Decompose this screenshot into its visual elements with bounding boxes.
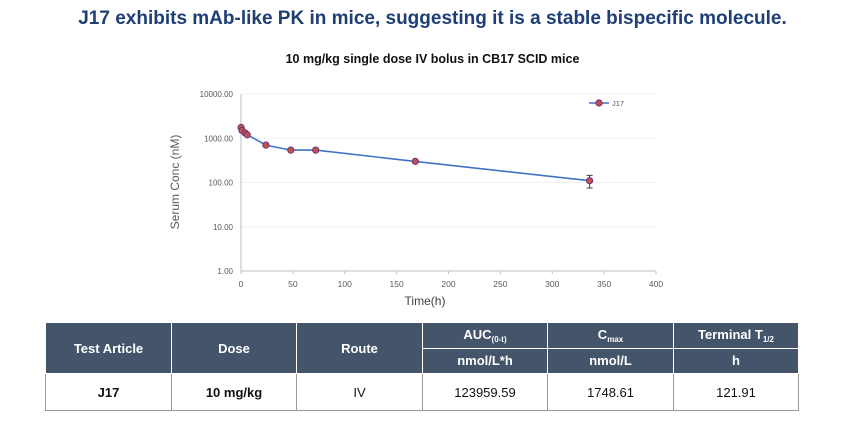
x-tick-label: 150 bbox=[390, 279, 404, 289]
cell-cmax: 1748.61 bbox=[547, 373, 674, 411]
header-auc-text: AUC bbox=[463, 326, 492, 342]
y-tick-labels: 1.00 10.00 100.00 1000.00 10000.00 bbox=[200, 90, 234, 276]
y-axis-label: Serum Conc (nM) bbox=[168, 135, 182, 230]
data-point bbox=[287, 146, 295, 154]
y-gridlines bbox=[241, 93, 656, 228]
legend-label: J17 bbox=[612, 99, 624, 108]
x-tick-label: 200 bbox=[441, 279, 455, 289]
series-line-J17 bbox=[240, 127, 590, 182]
y-tick-label: 10000.00 bbox=[200, 90, 234, 99]
legend-marker bbox=[595, 99, 603, 107]
y-tick-label: 10.00 bbox=[213, 223, 234, 232]
y-tick-label: 100.00 bbox=[209, 179, 234, 188]
header-thalf-subscript: 1/2 bbox=[762, 334, 774, 344]
chart-title: 10 mg/kg single dose IV bolus in CB17 SC… bbox=[285, 52, 580, 66]
data-point bbox=[243, 131, 251, 139]
header-auc: AUC(0-t) bbox=[422, 322, 548, 349]
data-point bbox=[262, 141, 270, 149]
header-cmax-subscript: max bbox=[607, 334, 624, 344]
cell-route: IV bbox=[296, 373, 423, 411]
pk-chart: 1.00 10.00 100.00 1000.00 10000.00 0 50 100 150… bbox=[168, 90, 663, 308]
x-axis-label: Time(h) bbox=[405, 294, 446, 308]
x-tick-label: 350 bbox=[597, 279, 611, 289]
x-tick-labels: 0 50 100 150 200 250 300 350 400 bbox=[239, 271, 663, 289]
header-auc-subscript: (0-t) bbox=[491, 334, 507, 344]
header-route: Route bbox=[296, 322, 423, 374]
unit-auc: nmol/L*h bbox=[422, 347, 548, 374]
data-point bbox=[411, 157, 419, 165]
cell-test-article: J17 bbox=[45, 373, 172, 411]
x-tick-label: 50 bbox=[288, 279, 298, 289]
data-point bbox=[312, 146, 320, 154]
table-row: J17 10 mg/kg IV 123959.59 1748.61 121.91 bbox=[45, 373, 799, 411]
cell-thalf: 121.91 bbox=[673, 373, 799, 411]
header-test-article: Test Article bbox=[45, 322, 172, 374]
series-layer bbox=[237, 123, 594, 189]
header-cmax-text: C bbox=[597, 326, 608, 342]
x-tick-label: 300 bbox=[545, 279, 559, 289]
cell-auc: 123959.59 bbox=[422, 373, 548, 411]
header-dose: Dose bbox=[171, 322, 297, 374]
data-point bbox=[585, 177, 594, 185]
header-thalf-text: Terminal T bbox=[698, 326, 763, 342]
y-tick-label: 1.00 bbox=[217, 267, 233, 276]
y-tick-label: 1000.00 bbox=[204, 134, 233, 143]
pk-parameters-table: Test Article Dose Route AUC(0-t) Cmax Te… bbox=[45, 322, 799, 411]
legend: J17 bbox=[589, 99, 624, 108]
x-tick-label: 0 bbox=[239, 279, 244, 289]
x-tick-label: 400 bbox=[649, 279, 663, 289]
header-cmax: Cmax bbox=[547, 322, 674, 349]
x-tick-label: 100 bbox=[338, 279, 352, 289]
cell-dose: 10 mg/kg bbox=[171, 373, 297, 411]
header-thalf: Terminal T1/2 bbox=[673, 322, 799, 349]
x-tick-label: 250 bbox=[493, 279, 507, 289]
unit-cmax: nmol/L bbox=[547, 347, 674, 374]
page-headline: J17 exhibits mAb-like PK in mice, sugges… bbox=[78, 8, 787, 29]
unit-thalf: h bbox=[673, 347, 799, 374]
